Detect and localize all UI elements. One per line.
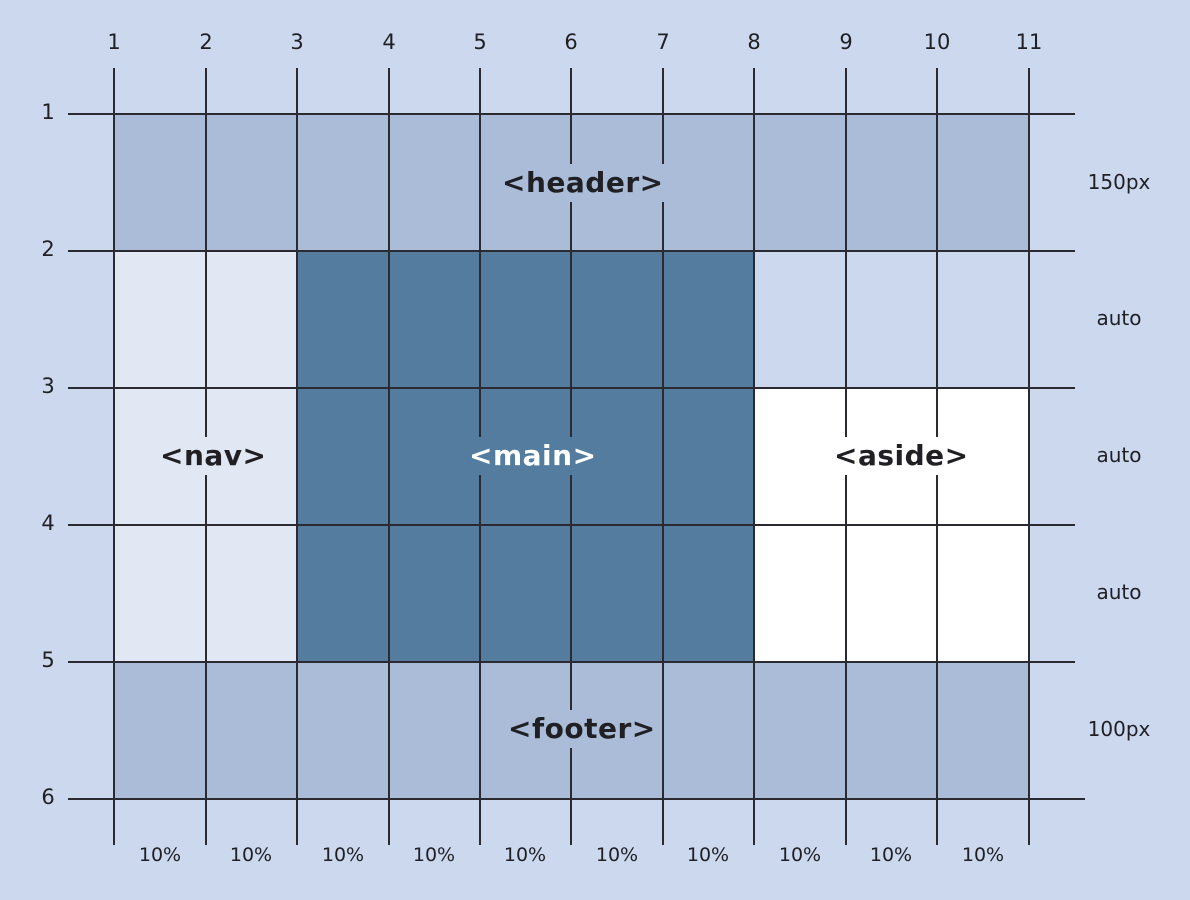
column-line-1 — [113, 68, 115, 845]
column-size-label: 10% — [229, 844, 273, 866]
column-size-label: 10% — [503, 844, 547, 866]
column-number: 11 — [1015, 30, 1043, 54]
column-line-8 — [753, 68, 755, 845]
column-number: 2 — [199, 30, 213, 54]
column-line-11 — [1028, 68, 1030, 845]
column-size-label: 10% — [778, 844, 822, 866]
row-size-label: 150px — [1087, 170, 1151, 194]
row-size-label: auto — [1096, 443, 1142, 467]
column-size-label: 10% — [869, 844, 913, 866]
column-size-label: 10% — [686, 844, 730, 866]
column-number: 6 — [564, 30, 578, 54]
row-size-label: auto — [1096, 306, 1142, 330]
row-number: 1 — [41, 100, 55, 124]
row-number: 4 — [41, 511, 55, 535]
column-number: 7 — [656, 30, 670, 54]
column-size-label: 10% — [595, 844, 639, 866]
row-number: 6 — [41, 785, 55, 809]
column-line-4 — [388, 68, 390, 845]
column-size-label: 10% — [138, 844, 182, 866]
footer-label: <footer> — [505, 710, 659, 748]
row-line-4 — [68, 524, 1075, 526]
column-line-3 — [296, 68, 298, 845]
row-line-3 — [68, 387, 1075, 389]
column-number: 5 — [473, 30, 487, 54]
row-line-6 — [68, 798, 1085, 800]
column-line-7 — [662, 68, 664, 845]
column-number: 8 — [747, 30, 761, 54]
row-line-5 — [68, 661, 1075, 663]
row-number: 2 — [41, 237, 55, 261]
row-number: 3 — [41, 374, 55, 398]
column-number: 10 — [923, 30, 951, 54]
aside-label: <aside> — [831, 437, 972, 475]
column-size-label: 10% — [961, 844, 1005, 866]
nav-label: <nav> — [157, 437, 270, 475]
column-number: 9 — [839, 30, 853, 54]
row-size-label: auto — [1096, 580, 1142, 604]
main-label: <main> — [466, 437, 600, 475]
aside-empty-area — [754, 251, 1029, 388]
row-line-2 — [68, 250, 1075, 252]
row-number: 5 — [41, 648, 55, 672]
header-label: <header> — [499, 164, 667, 202]
row-line-1 — [68, 113, 1075, 115]
column-number: 3 — [290, 30, 304, 54]
row-size-label: 100px — [1087, 717, 1151, 741]
column-number: 4 — [382, 30, 396, 54]
column-size-label: 10% — [321, 844, 365, 866]
column-size-label: 10% — [412, 844, 456, 866]
column-number: 1 — [107, 30, 121, 54]
